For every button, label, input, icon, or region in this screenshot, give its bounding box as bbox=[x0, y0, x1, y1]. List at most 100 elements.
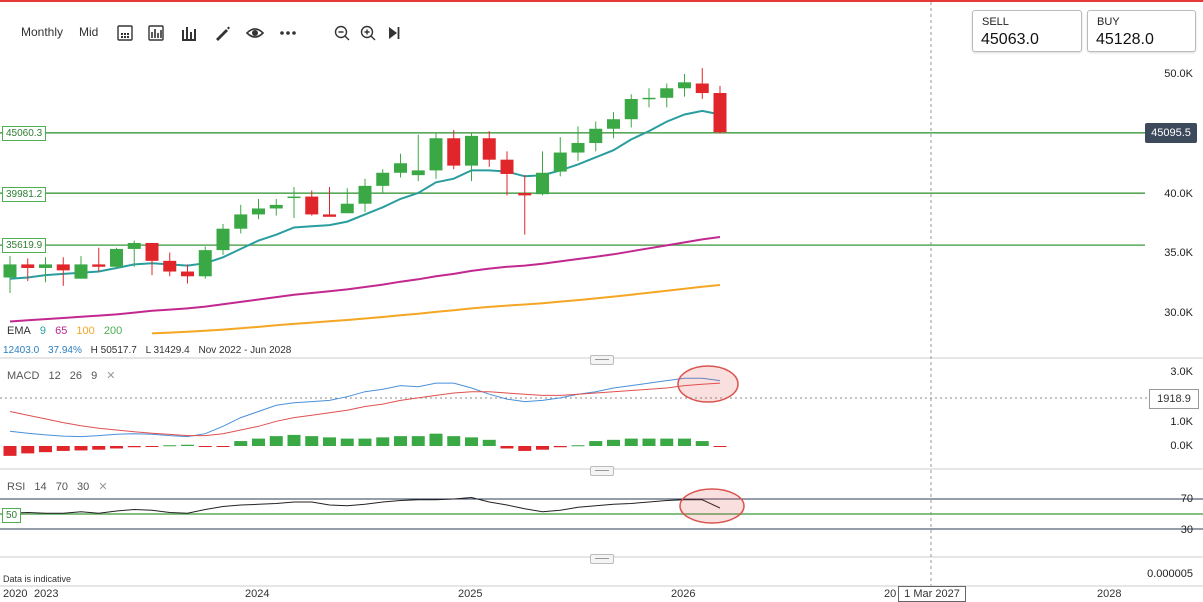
x-axis-label: 2020 bbox=[3, 588, 28, 600]
jump-to-latest-icon[interactable] bbox=[385, 24, 403, 42]
macd-histogram-bar bbox=[110, 446, 123, 449]
candle-body bbox=[589, 128, 603, 144]
candle-body bbox=[447, 138, 461, 166]
candle-body bbox=[21, 264, 35, 268]
macd-histogram-bar bbox=[145, 446, 159, 447]
rsi-line bbox=[9, 496, 721, 514]
x-axis-label: 2023 bbox=[34, 588, 59, 600]
candle-body bbox=[163, 260, 177, 272]
macd-histogram-bar bbox=[536, 446, 549, 450]
ema-period-200: 200 bbox=[103, 325, 123, 337]
bottom-axis-value: 0.000005 bbox=[1147, 568, 1193, 580]
candle-body bbox=[624, 98, 638, 120]
macd-histogram-bar bbox=[482, 439, 496, 446]
macd-histogram-bar bbox=[305, 436, 319, 446]
macd-histogram-bar bbox=[465, 437, 478, 446]
macd-axis-label: 0.0K bbox=[1170, 440, 1193, 452]
candle-body bbox=[678, 82, 691, 89]
macd-histogram-bar bbox=[92, 446, 106, 450]
chart-type-icon[interactable] bbox=[180, 24, 198, 42]
rsi-midline-label: 50 bbox=[2, 508, 22, 523]
zoom-in-icon[interactable] bbox=[359, 24, 377, 42]
ema-period-65: 65 bbox=[55, 325, 68, 337]
pane-resize-handle[interactable] bbox=[590, 554, 614, 564]
candle-body bbox=[110, 248, 123, 267]
macd-histogram-bar bbox=[252, 438, 265, 446]
sell-button[interactable]: SELL 45063.0 bbox=[972, 10, 1082, 52]
price-axis-label: 30.0K bbox=[1164, 307, 1193, 319]
stats-line: 12403.0 37.94% H 50517.7 L 31429.4 Nov 2… bbox=[3, 345, 297, 356]
macd-histogram-bar bbox=[518, 446, 532, 451]
highlight-circle bbox=[677, 365, 739, 403]
macd-histogram-bar bbox=[21, 446, 35, 454]
macd-histogram-bar bbox=[695, 441, 709, 446]
stat-value: 12403.0 bbox=[3, 345, 40, 356]
candle-body bbox=[411, 170, 425, 176]
macd-histogram-bar bbox=[607, 439, 620, 446]
stat-range: Nov 2022 - Jun 2028 bbox=[198, 345, 292, 356]
buy-button[interactable]: BUY 45128.0 bbox=[1087, 10, 1196, 52]
macd-histogram-bar bbox=[269, 436, 283, 446]
candle-body bbox=[571, 143, 585, 153]
eye-icon[interactable] bbox=[246, 24, 264, 42]
macd-histogram-bar bbox=[553, 446, 567, 448]
draw-icon[interactable] bbox=[213, 24, 231, 42]
disclaimer-text: Data is indicative bbox=[3, 574, 72, 584]
candle-body bbox=[482, 138, 496, 160]
candle-body bbox=[198, 250, 212, 277]
macd-hover-value: 1918.9 bbox=[1149, 389, 1199, 409]
macd-histogram-bar bbox=[127, 446, 141, 448]
rsi-param: 70 bbox=[55, 481, 68, 493]
candle-body bbox=[695, 83, 709, 94]
ema-legend[interactable]: EMA 9 65 100 200 bbox=[7, 325, 128, 337]
rsi-legend[interactable]: RSI 14 70 30 ✕ bbox=[7, 480, 114, 493]
price-type-selector[interactable]: Mid bbox=[79, 25, 99, 39]
level-label-1[interactable]: 45060.3 bbox=[2, 126, 47, 141]
macd-param: 26 bbox=[69, 370, 83, 382]
ema-period-9: 9 bbox=[39, 325, 47, 337]
more-icon[interactable] bbox=[279, 24, 297, 42]
candle-body bbox=[660, 88, 674, 98]
macd-histogram-bar bbox=[181, 444, 194, 446]
macd-histogram-bar bbox=[394, 436, 407, 446]
macd-axis-label: 3.0K bbox=[1170, 366, 1193, 378]
level-label-3[interactable]: 35619.9 bbox=[2, 238, 47, 253]
macd-histogram-bar bbox=[358, 438, 372, 446]
macd-histogram-bar bbox=[163, 445, 177, 447]
macd-histogram-bar bbox=[429, 433, 443, 446]
pane-resize-handle[interactable] bbox=[590, 466, 614, 476]
x-axis-label: 2025 bbox=[458, 588, 483, 600]
pane-resize-handle[interactable] bbox=[590, 355, 614, 365]
macd-histogram-bar bbox=[74, 446, 88, 451]
rsi-param: 30 bbox=[77, 481, 90, 493]
x-axis-label: 20 bbox=[884, 588, 897, 600]
ema-period-100: 100 bbox=[76, 325, 95, 337]
close-icon[interactable]: ✕ bbox=[106, 370, 116, 382]
level-label-2[interactable]: 39981.2 bbox=[2, 187, 47, 202]
candle-body bbox=[323, 214, 336, 217]
close-icon[interactable]: ✕ bbox=[98, 481, 108, 493]
candle-body bbox=[465, 135, 478, 166]
indicators-icon[interactable] bbox=[147, 24, 165, 42]
macd-histogram-bar bbox=[3, 446, 17, 456]
ema-line-1 bbox=[9, 236, 721, 323]
candle-body bbox=[340, 203, 354, 214]
x-axis-label: 2024 bbox=[245, 588, 270, 600]
timeframe-selector[interactable]: Monthly bbox=[21, 25, 64, 39]
macd-legend[interactable]: MACD 12 26 9 ✕ bbox=[7, 369, 121, 382]
candle-body bbox=[145, 242, 159, 261]
candle-body bbox=[376, 172, 390, 186]
ema-legend-name: EMA bbox=[7, 325, 31, 337]
candle-body bbox=[56, 264, 70, 271]
macd-line-0 bbox=[9, 377, 721, 438]
macd-histogram-bar bbox=[376, 437, 390, 446]
candle-body bbox=[536, 172, 549, 195]
calculator-icon[interactable] bbox=[116, 24, 134, 42]
macd-histogram-bar bbox=[571, 445, 585, 447]
candle-body bbox=[92, 264, 106, 267]
macd-histogram-bar bbox=[589, 441, 603, 446]
candle-body bbox=[394, 163, 407, 173]
zoom-out-icon[interactable] bbox=[333, 24, 351, 42]
x-axis-label: 2026 bbox=[671, 588, 696, 600]
